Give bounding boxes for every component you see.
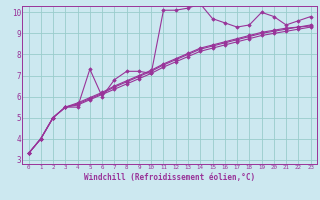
X-axis label: Windchill (Refroidissement éolien,°C): Windchill (Refroidissement éolien,°C): [84, 173, 255, 182]
